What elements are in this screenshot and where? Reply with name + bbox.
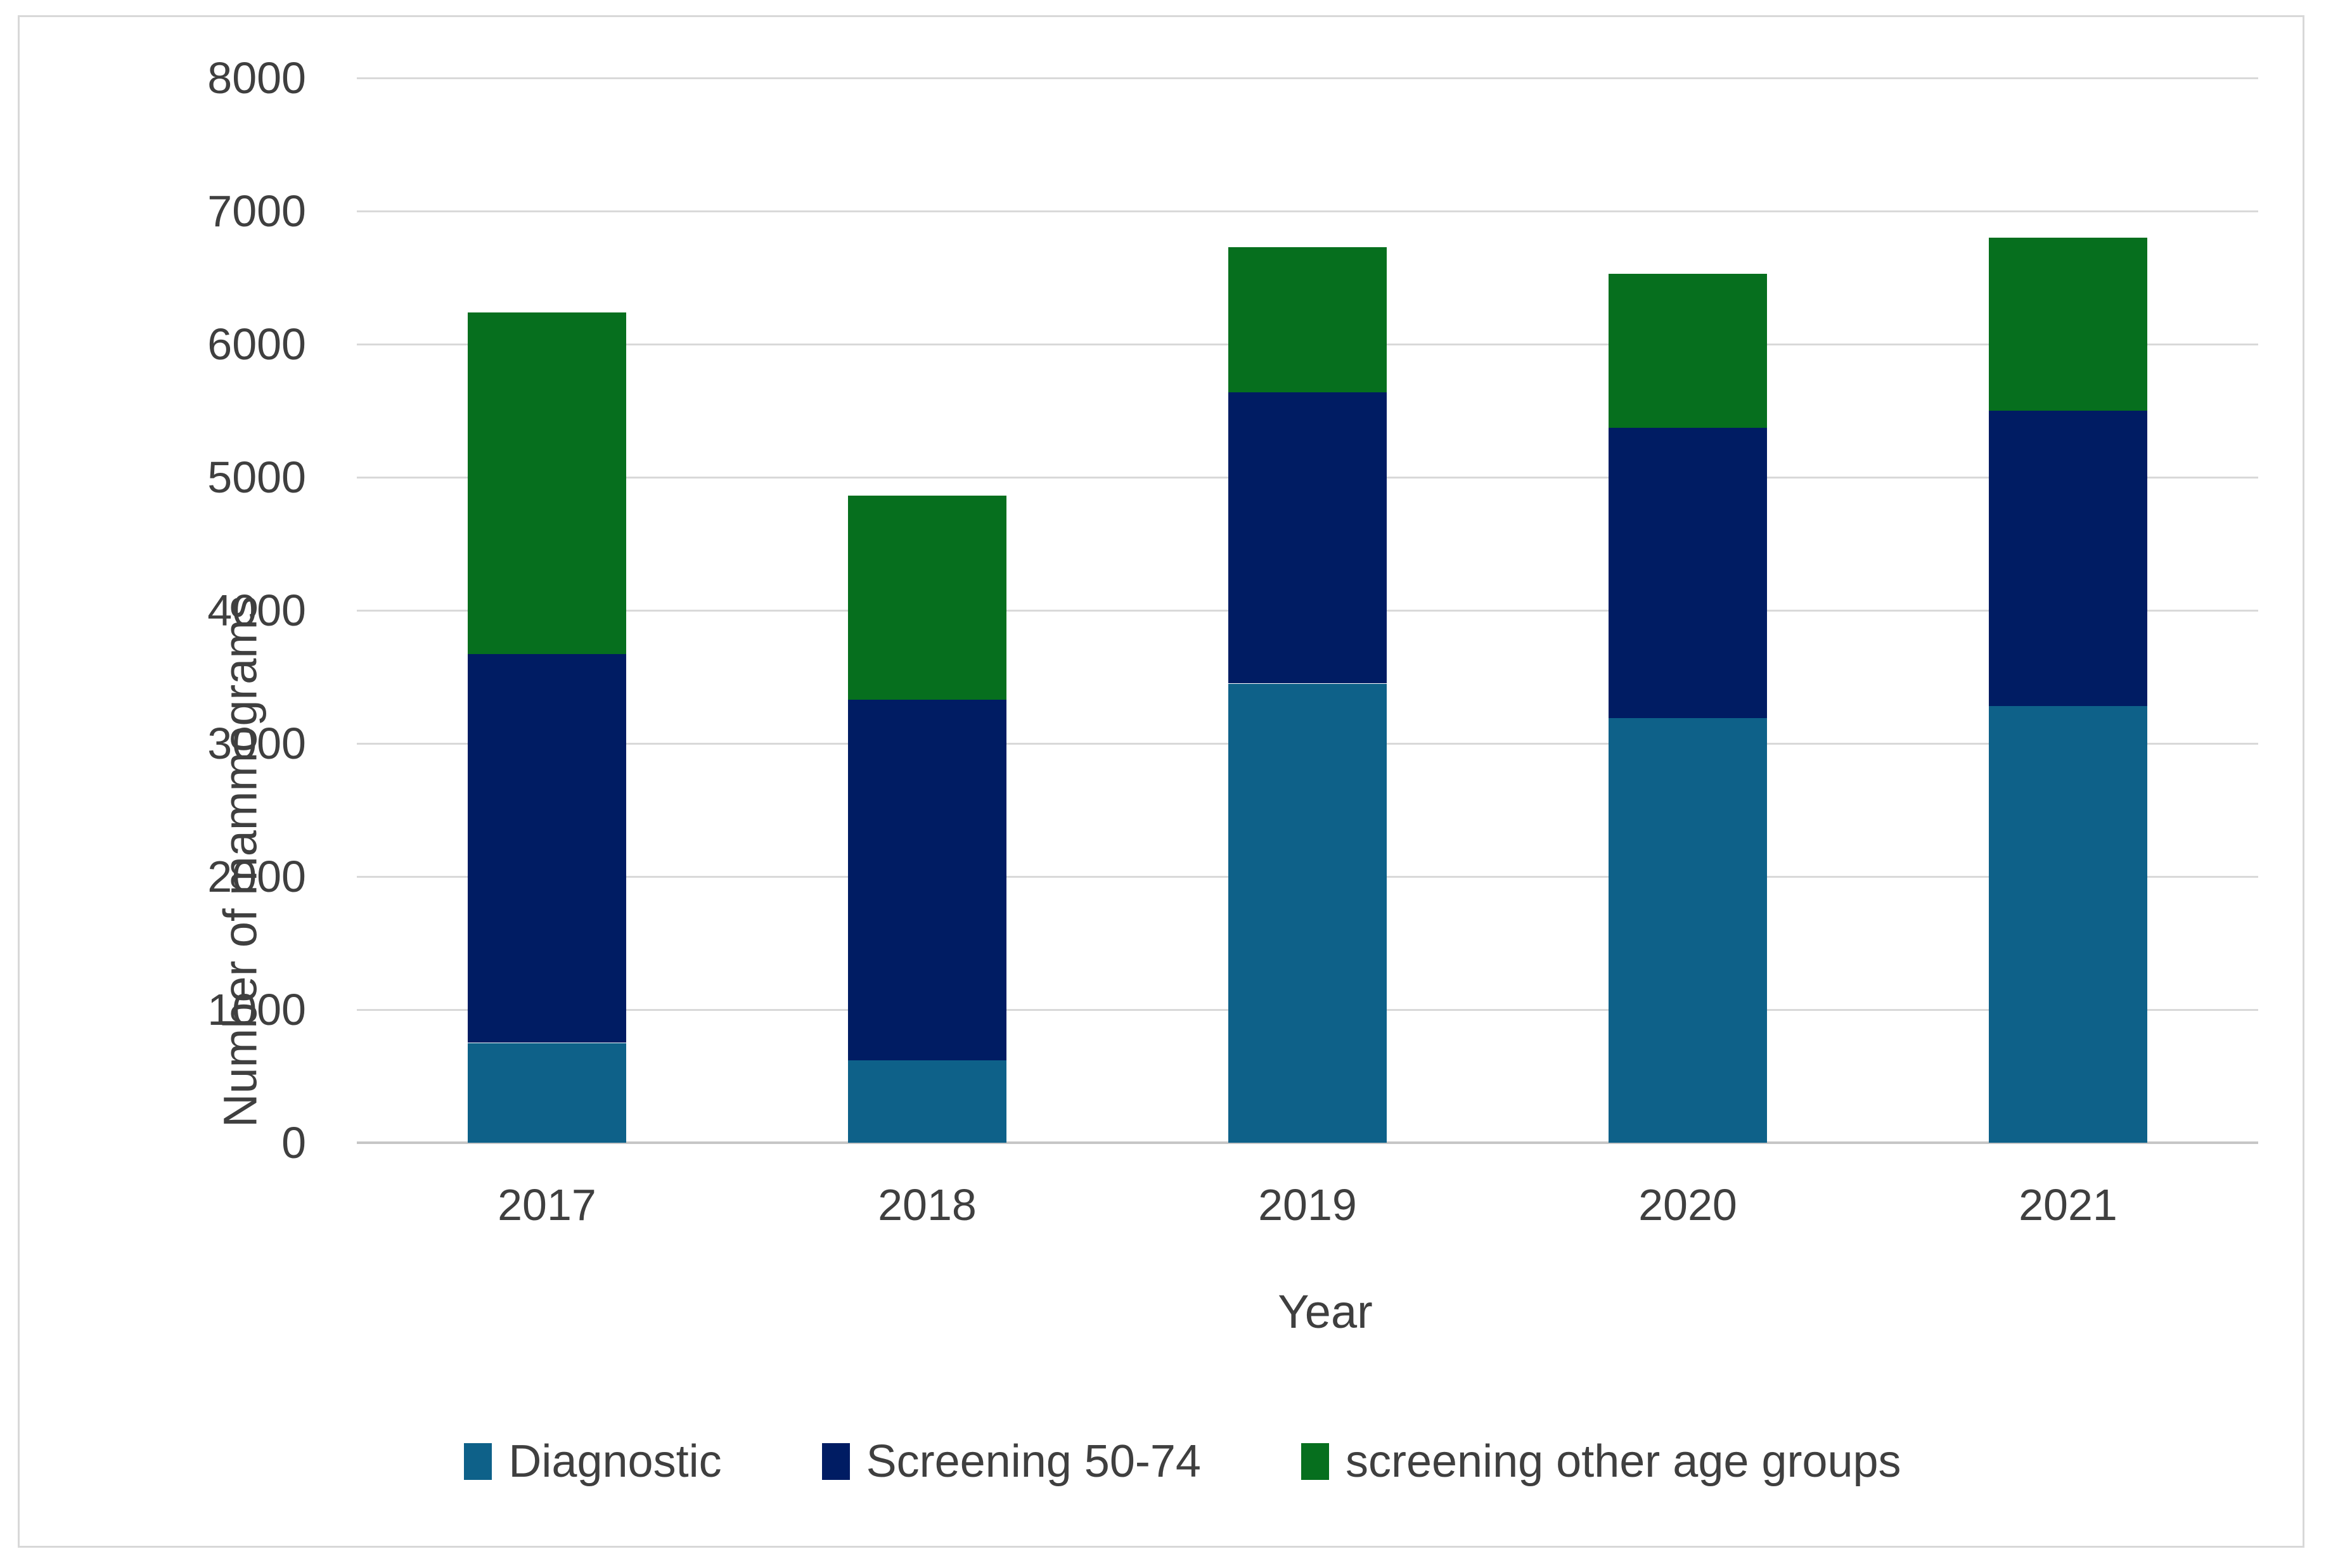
bar-segment-screening-50-74 <box>1228 392 1387 684</box>
bar-segment-screening-other-age-groups <box>1228 247 1387 392</box>
bar-segment-diagnostic <box>1228 683 1387 1143</box>
x-tick-label: 2020 <box>1638 1180 1737 1230</box>
bar-segment-screening-other-age-groups <box>848 496 1006 700</box>
bar-segment-screening-50-74 <box>1989 411 2147 707</box>
legend: Diagnostic Screening 50-74 screening other… <box>20 1436 2326 1488</box>
chart-frame: 0 1000 2000 3000 4000 5000 6000 7000 8000 2017 201… <box>18 15 2304 1548</box>
bar-segment-screening-other-age-groups <box>1989 238 2147 411</box>
y-tick-label: 5000 <box>207 453 306 502</box>
bar-segment-diagnostic <box>1609 718 1767 1143</box>
bar-segment-screening-50-74 <box>468 654 626 1043</box>
x-tick-label: 2017 <box>498 1180 596 1230</box>
y-tick-label: 8000 <box>207 53 306 103</box>
legend-label: screening other age groups <box>1345 1436 1901 1487</box>
legend-swatch-icon <box>1301 1443 1329 1480</box>
y-tick-label: 1000 <box>207 985 306 1034</box>
legend-label: Diagnostic <box>508 1436 722 1487</box>
bar-segment-screening-other-age-groups <box>1609 273 1767 428</box>
x-tick-label: 2019 <box>1258 1180 1357 1230</box>
bar-segment-diagnostic <box>468 1043 626 1143</box>
bar-segment-screening-50-74 <box>848 699 1006 1060</box>
y-tick-label: 3000 <box>207 719 306 768</box>
legend-item: Screening 50-74 <box>821 1436 1201 1488</box>
x-tick-label: 2021 <box>2019 1180 2117 1230</box>
y-tick-label: 6000 <box>207 319 306 369</box>
y-tick-label: 4000 <box>207 586 306 635</box>
x-tick-label: 2018 <box>878 1180 977 1230</box>
gridline <box>357 210 2258 212</box>
bar-segment-screening-50-74 <box>1609 428 1767 719</box>
x-axis-line <box>357 1141 2258 1144</box>
legend-item: Diagnostic <box>464 1436 722 1488</box>
bar-segment-diagnostic <box>848 1060 1006 1143</box>
x-axis-title: Year <box>1278 1285 1373 1338</box>
legend-label: Screening 50-74 <box>866 1436 1201 1487</box>
bar-segment-screening-other-age-groups <box>468 312 626 655</box>
y-tick-label: 7000 <box>207 186 306 236</box>
legend-swatch-icon <box>464 1443 492 1480</box>
y-axis-title: Number of mammograms <box>214 596 267 1128</box>
y-tick-label: 2000 <box>207 852 306 901</box>
bar-segment-diagnostic <box>1989 706 2147 1143</box>
y-tick-label: 0 <box>281 1118 306 1167</box>
gridline <box>357 77 2258 79</box>
legend-item: screening other age groups <box>1301 1436 1901 1488</box>
legend-swatch-icon <box>821 1443 850 1480</box>
